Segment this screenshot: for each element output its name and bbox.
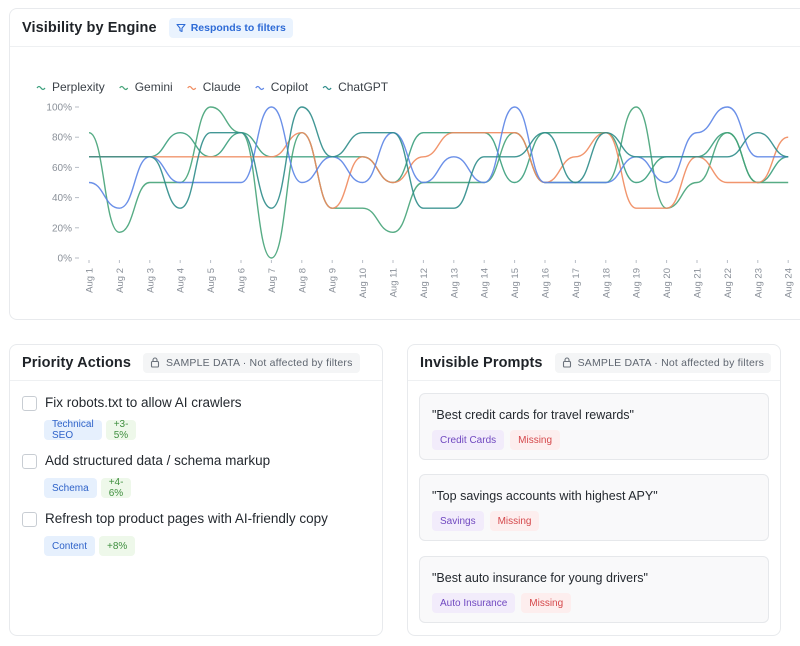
x-tick-label: Aug 2: [115, 268, 126, 293]
action-impact-tag: +4-6%: [100, 477, 132, 499]
legend-label: Claude: [203, 80, 241, 94]
legend-label: ChatGPT: [338, 80, 389, 94]
x-tick-label: Aug 23: [753, 268, 764, 298]
visibility-line-chart: 0% 20% 40% 60% 80% 100% Aug 1 Aug 2 Aug 3 Aug 4 Au…: [36, 80, 795, 298]
y-tick-label: 40%: [52, 193, 72, 204]
x-tick-label: Aug 7: [267, 268, 278, 293]
x-tick-label: Aug 22: [723, 268, 734, 298]
action-text: Refresh top product pages with AI-friend…: [45, 511, 328, 526]
x-tick-label: Aug 17: [571, 268, 582, 298]
x-tick-label: Aug 24: [784, 268, 795, 298]
invisible-prompts-card: Invisible Prompts SAMPLE DATA · Not affe…: [407, 344, 781, 636]
action-impact-tag: +8%: [99, 536, 136, 556]
action-category-tag: Schema: [44, 478, 97, 498]
y-tick-label: 100%: [46, 103, 72, 114]
action-impact-tag: +3-5%: [105, 419, 137, 441]
prompt-text: "Best credit cards for travel rewards": [432, 408, 634, 422]
prompt-text: "Best auto insurance for young drivers": [432, 571, 648, 585]
priority-actions-title: Priority Actions: [22, 354, 132, 371]
x-tick-label: Aug 15: [510, 268, 521, 298]
prompt-status-tag: Missing: [510, 430, 561, 450]
chart-card-title: Visibility by Engine: [22, 19, 157, 36]
series-line-claude: [89, 131, 789, 209]
x-tick-label: Aug 20: [662, 268, 673, 298]
invisible-prompts-header: Invisible Prompts SAMPLE DATA · Not affe…: [408, 345, 780, 381]
legend-swatch: [322, 85, 332, 91]
x-tick-label: Aug 4: [176, 268, 187, 293]
x-tick-label: Aug 11: [389, 268, 400, 297]
legend-swatch: [36, 85, 46, 91]
priority-actions-card: Priority Actions SAMPLE DATA · Not affec…: [9, 344, 383, 636]
prompt-category-tag: Credit Cards: [432, 430, 505, 450]
prompt-card[interactable]: "Best auto insurance for young drivers" …: [419, 556, 769, 623]
prompt-category-tag: Auto Insurance: [432, 593, 516, 613]
x-tick-label: Aug 14: [480, 268, 491, 298]
priority-actions-header: Priority Actions SAMPLE DATA · Not affec…: [10, 345, 382, 381]
action-checkbox[interactable]: [22, 512, 37, 527]
y-tick-label: 60%: [52, 163, 72, 174]
action-checkbox[interactable]: [22, 396, 37, 411]
sample-badge-label: SAMPLE DATA · Not affected by filters: [577, 356, 765, 369]
action-checkbox[interactable]: [22, 454, 37, 469]
prompt-category-tag: Savings: [432, 511, 484, 531]
chart-card-header: Visibility by Engine Responds to filters: [10, 9, 800, 47]
sample-data-badge: SAMPLE DATA · Not affected by filters: [554, 352, 772, 373]
x-tick-label: Aug 19: [632, 268, 643, 298]
x-tick-label: Aug 10: [358, 268, 369, 298]
action-text: Fix robots.txt to allow AI crawlers: [45, 395, 242, 410]
prompt-status-tag: Missing: [521, 593, 572, 613]
prompt-status-tag: Missing: [489, 511, 540, 531]
legend-swatch: [119, 85, 129, 91]
x-tick-label: Aug 13: [449, 268, 460, 298]
legend-swatch: [255, 85, 265, 91]
x-tick-label: Aug 6: [237, 268, 248, 293]
x-tick-label: Aug 21: [693, 268, 704, 298]
action-category-tag: Content: [44, 536, 96, 556]
x-tick-label: Aug 9: [328, 268, 339, 293]
prompt-text: "Top savings accounts with highest APY": [432, 489, 658, 503]
sample-data-badge: SAMPLE DATA · Not affected by filters: [143, 352, 360, 373]
series-line-chatgpt: [89, 106, 789, 209]
legend-label: Gemini: [135, 80, 173, 94]
y-tick-label: 0%: [58, 254, 73, 265]
prompt-card[interactable]: "Best credit cards for travel rewards" C…: [419, 393, 769, 460]
x-tick-label: Aug 16: [541, 268, 552, 298]
x-tick-label: Aug 1: [85, 268, 96, 293]
action-text: Add structured data / schema markup: [45, 453, 271, 468]
y-tick-label: 80%: [52, 133, 72, 144]
filter-icon: [176, 23, 186, 32]
x-tick-label: Aug 5: [206, 268, 217, 293]
y-tick-label: 20%: [52, 223, 72, 234]
x-tick-label: Aug 18: [601, 268, 612, 298]
lock-icon: [562, 357, 571, 368]
sample-badge-label: SAMPLE DATA · Not affected by filters: [166, 356, 353, 369]
invisible-prompts-title: Invisible Prompts: [420, 354, 543, 371]
legend-label: Copilot: [271, 80, 309, 94]
lock-icon: [150, 357, 160, 368]
visibility-chart-card: Visibility by Engine Responds to filters…: [9, 8, 800, 320]
x-tick-label: Aug 12: [419, 268, 430, 298]
x-tick-label: Aug 3: [145, 268, 156, 293]
legend-swatch: [187, 85, 197, 91]
series-line-copilot: [88, 106, 789, 209]
x-tick-label: Aug 8: [297, 268, 308, 293]
action-category-tag: Technical SEO: [44, 419, 102, 441]
filter-badge-label: Responds to filters: [190, 21, 286, 34]
responds-to-filters-badge: Responds to filters: [168, 17, 293, 38]
legend-label: Perplexity: [52, 80, 105, 94]
prompt-card[interactable]: "Top savings accounts with highest APY" …: [419, 474, 769, 541]
